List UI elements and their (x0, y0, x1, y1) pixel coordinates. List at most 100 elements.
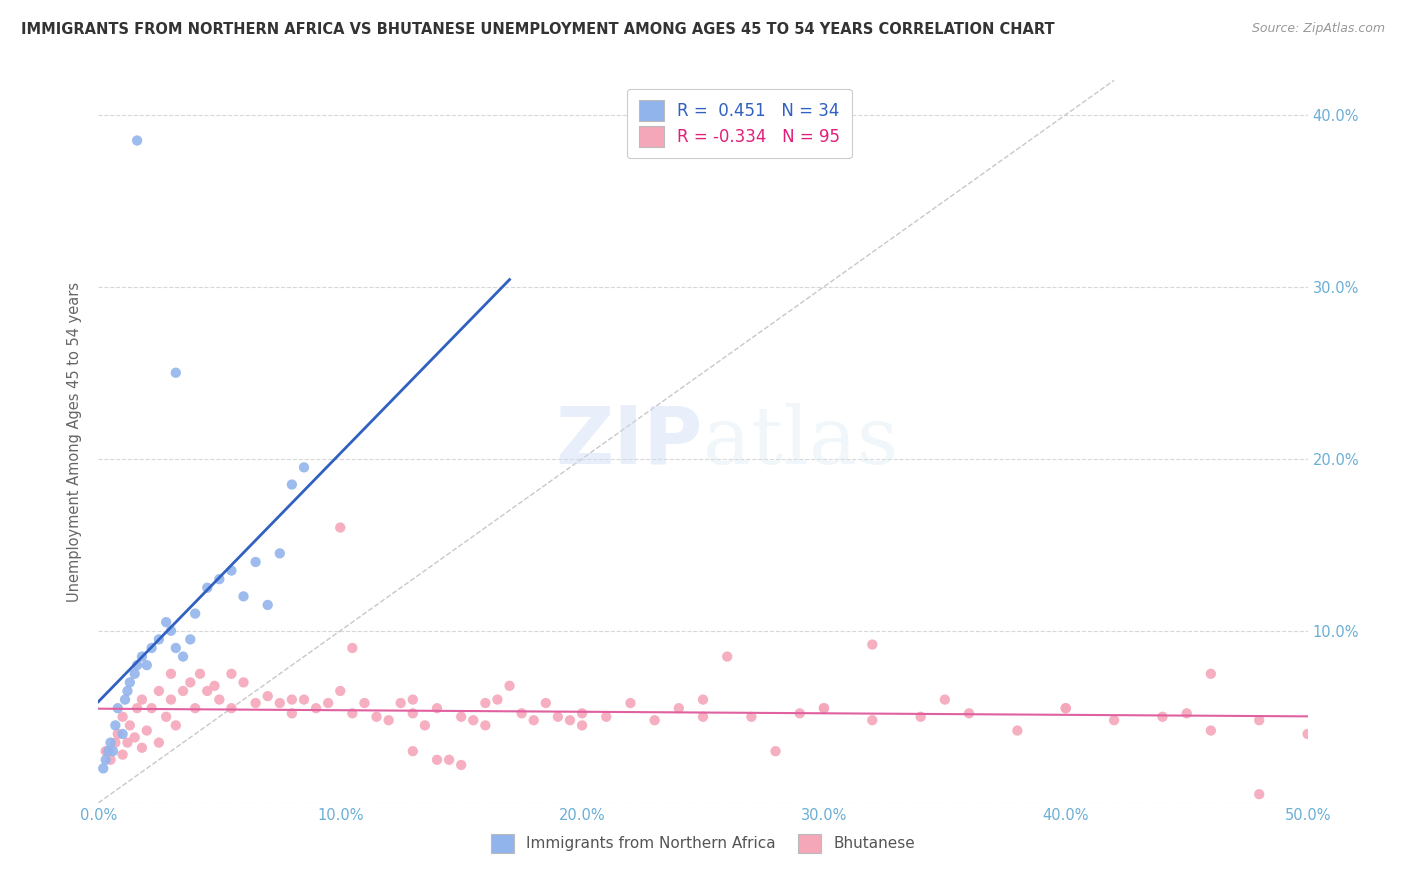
Point (131, 740, 153, 755)
Point (131, 692, 153, 706)
Point (1199, 666, 1222, 681)
Point (860, 638, 883, 652)
Point (402, 692, 425, 706)
Point (619, 696, 641, 710)
Point (221, 564, 243, 578)
Point (188, 666, 211, 681)
Point (486, 692, 509, 706)
Point (107, 701, 129, 715)
Point (860, 713, 883, 727)
Text: Source: ZipAtlas.com: Source: ZipAtlas.com (1251, 22, 1385, 36)
Point (155, 710, 177, 724)
Point (813, 701, 835, 715)
Point (117, 735, 139, 749)
Point (366, 710, 388, 724)
Point (245, 555, 267, 569)
Point (148, 735, 170, 749)
Point (148, 632, 170, 647)
Point (1175, 706, 1198, 721)
Point (100, 753, 122, 767)
Point (117, 684, 139, 698)
Point (813, 701, 835, 715)
Point (571, 718, 593, 732)
Point (100, 735, 122, 749)
Point (221, 701, 243, 715)
Point (534, 696, 557, 710)
Point (208, 692, 231, 706)
Point (342, 706, 364, 721)
Point (402, 706, 425, 721)
Point (281, 706, 304, 721)
Point (474, 696, 496, 710)
Point (195, 581, 218, 595)
Point (97, 744, 120, 758)
Point (114, 692, 136, 706)
Point (160, 624, 183, 638)
Point (437, 753, 460, 767)
Point (426, 753, 449, 767)
Point (94, 744, 117, 758)
Point (510, 706, 533, 721)
Point (256, 598, 278, 612)
Point (165, 640, 187, 655)
Text: IMMIGRANTS FROM NORTHERN AFRICA VS BHUTANESE UNEMPLOYMENT AMONG AGES 45 TO 54 YE: IMMIGRANTS FROM NORTHERN AFRICA VS BHUTA… (21, 22, 1054, 37)
Point (450, 710, 472, 724)
Point (111, 727, 134, 741)
Point (1152, 710, 1174, 724)
Point (184, 607, 207, 621)
Text: ZIP: ZIP (555, 402, 703, 481)
Point (195, 684, 218, 698)
Point (353, 696, 375, 710)
Point (957, 706, 980, 721)
Point (135, 658, 157, 673)
Point (204, 679, 226, 693)
Point (172, 684, 194, 698)
Point (208, 572, 231, 586)
Point (692, 710, 714, 724)
Point (377, 713, 399, 727)
Point (523, 713, 546, 727)
Point (740, 710, 762, 724)
Point (179, 675, 201, 690)
Point (148, 684, 170, 698)
Point (127, 701, 149, 715)
Point (141, 701, 163, 715)
Point (426, 701, 449, 715)
Point (135, 723, 157, 738)
Point (141, 640, 163, 655)
Point (124, 731, 146, 745)
Point (111, 747, 134, 762)
Point (91, 761, 114, 775)
Point (1007, 723, 1029, 738)
Point (127, 658, 149, 673)
Point (165, 718, 187, 732)
Point (107, 727, 129, 741)
Point (316, 696, 339, 710)
Point (118, 675, 141, 690)
Point (547, 710, 569, 724)
Point (131, 649, 153, 664)
Point (160, 666, 183, 681)
Point (179, 632, 201, 647)
Point (1054, 701, 1077, 715)
Point (160, 692, 183, 706)
Point (232, 590, 254, 604)
Point (644, 713, 666, 727)
Point (101, 744, 124, 758)
Y-axis label: Unemployment Among Ages 45 to 54 years: Unemployment Among Ages 45 to 54 years (67, 282, 83, 601)
Point (692, 692, 714, 706)
Point (450, 758, 472, 772)
Point (668, 701, 690, 715)
Point (329, 684, 352, 698)
Point (155, 615, 177, 630)
Point (305, 701, 328, 715)
Point (281, 477, 304, 491)
Point (789, 706, 811, 721)
Point (127, 133, 149, 147)
Point (165, 366, 187, 380)
Point (389, 696, 412, 710)
Point (595, 710, 617, 724)
Point (221, 666, 243, 681)
Point (342, 640, 364, 655)
Point (292, 460, 315, 475)
